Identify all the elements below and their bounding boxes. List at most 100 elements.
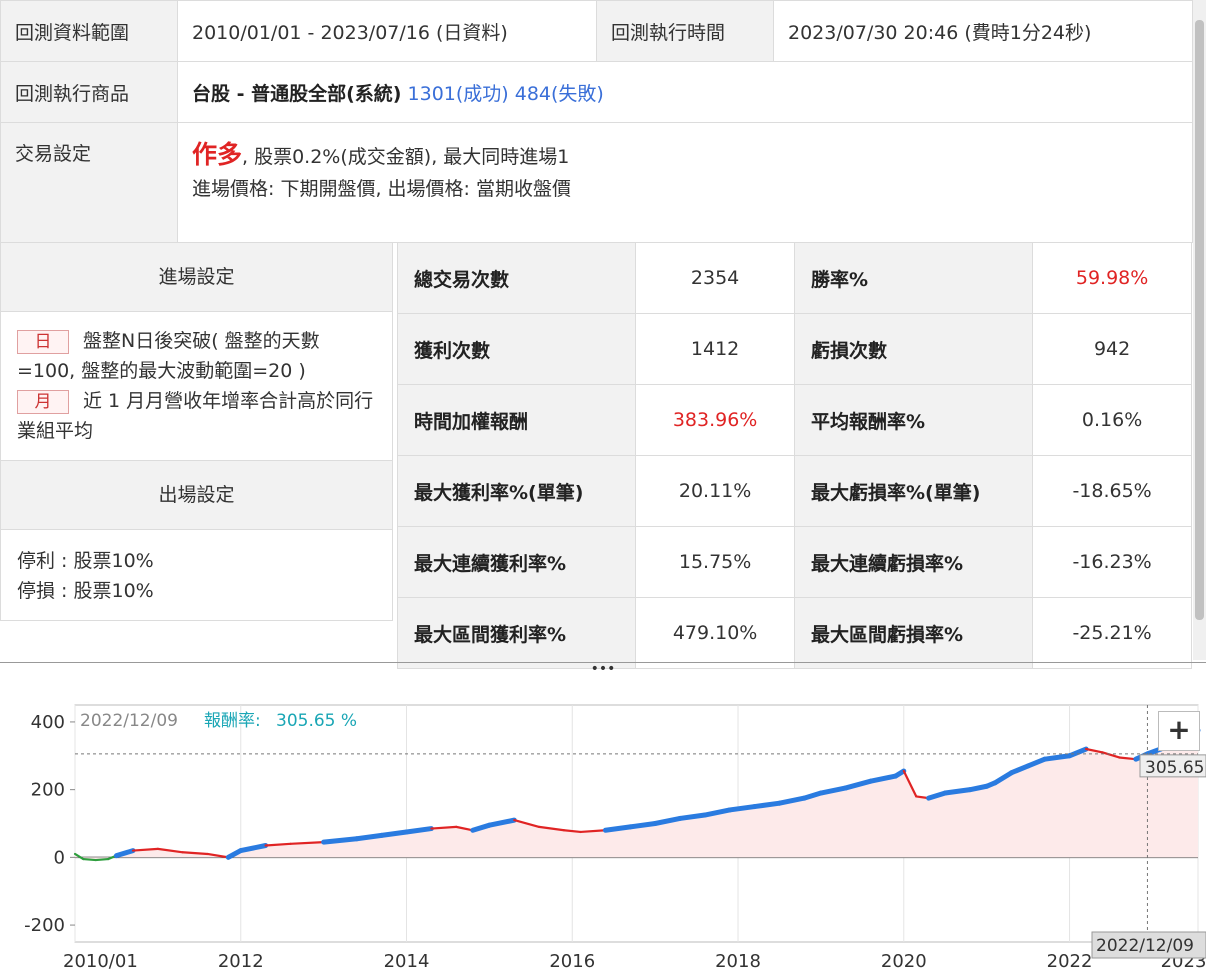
stat-value: 383.96% [635, 384, 795, 456]
stat-label: 總交易次數 [396, 242, 637, 314]
trade-direction: 作多 [192, 140, 243, 169]
exit-settings-body: 停利 : 股票10% 停損 : 股票10% [1, 530, 392, 620]
series-segment [82, 857, 97, 862]
x-tick-label: 2020 [881, 951, 927, 971]
trade-line1: , 股票0.2%(成交金額), 最大同時進場1 [242, 146, 570, 168]
exit-item: 停損 : 股票10% [17, 580, 154, 602]
series-segment [94, 857, 110, 862]
series-segment [486, 817, 517, 828]
stat-value: 1412 [635, 313, 795, 385]
series-segment [206, 852, 230, 859]
series-segment [354, 832, 385, 842]
series-segment [1025, 756, 1048, 769]
stat-value: 59.98% [1032, 242, 1192, 314]
stats-row: 時間加權報酬 383.96% 平均報酬率% 0.16% [396, 384, 1192, 456]
series-segment [470, 822, 492, 833]
series-segment [752, 800, 782, 810]
series-segment [264, 842, 292, 847]
entry-item: 日盤整N日後突破( 盤整的天數=100, 盤整的最大波動範圍=20 ) [17, 326, 376, 386]
stats-row: 獲利次數 1412 虧損次數 942 [396, 313, 1192, 385]
series-segment [868, 773, 898, 784]
entry-item: 月近 1 月月營收年增率合計高於同行業組平均 [17, 386, 376, 446]
trade-value: 作多, 股票0.2%(成交金額), 最大同時進場1 進場價格: 下期開盤價, 出… [177, 122, 1193, 243]
entry-item-text: 盤整N日後突破( 盤整的天數=100, 盤整的最大波動範圍=20 ) [17, 330, 320, 382]
stat-label: 獲利次數 [396, 313, 637, 385]
x-tick-label: 2010/01 [63, 951, 138, 971]
vertical-scrollbar[interactable] [1193, 0, 1206, 660]
product-name: 台股 - 普通股全部(系統) [192, 82, 402, 105]
stats-row: 總交易次數 2354 勝率% 59.98% [396, 242, 1192, 314]
exec-time-value: 2023/07/30 20:46 (費時1分24秒) [773, 0, 1193, 62]
series-segment [892, 768, 907, 779]
series-segment [967, 783, 990, 793]
series-segment [1101, 751, 1121, 759]
series-segment [1118, 756, 1137, 761]
y-tick-label: 0 [54, 847, 65, 868]
x-tick-label: 2016 [549, 951, 595, 971]
entry-settings-body: 日盤整N日後突破( 盤整的天數=100, 盤整的最大波動範圍=20 ) 月近 1… [1, 312, 392, 461]
scrollbar-thumb[interactable] [1195, 20, 1204, 620]
y-tick-label: 200 [31, 780, 65, 801]
series-segment [702, 807, 733, 818]
stat-label: 最大連續獲利率% [396, 526, 637, 598]
return-chart[interactable]: 2010/012012201420162018202020222023/07-2… [0, 680, 1206, 971]
series-segment [404, 826, 434, 835]
stats-table: 總交易次數 2354 勝率% 59.98% 獲利次數 1412 虧損次數 942 時間加權報酬 3… [396, 242, 1192, 669]
stat-label: 最大虧損率%(單筆) [793, 455, 1034, 527]
series-segment [538, 825, 566, 832]
series-segment [818, 785, 849, 796]
tooltip-label: 報酬率: [204, 711, 261, 731]
trade-label: 交易設定 [0, 122, 178, 243]
series-segment [379, 829, 410, 838]
crosshair-value-box [1139, 754, 1206, 778]
series-segment [1009, 763, 1031, 776]
y-tick-label: -200 [24, 915, 65, 936]
series-segment [113, 848, 136, 859]
x-tick-label: 2014 [384, 951, 430, 971]
trade-line2: 進場價格: 下期開盤價, 出場價格: 當期收盤價 [192, 178, 571, 200]
stat-value: -16.23% [1032, 526, 1192, 598]
series-segment [238, 843, 269, 854]
series-segment [73, 852, 85, 861]
series-segment [926, 790, 948, 801]
stats-row: 最大獲利率%(單筆) 20.11% 最大虧損率%(單筆) -18.65% [396, 455, 1192, 527]
series-segment [181, 851, 209, 856]
settings-panel: 進場設定 日盤整N日後突破( 盤整的天數=100, 盤整的最大波動範圍=20 )… [0, 242, 393, 621]
stat-label: 勝率% [793, 242, 1034, 314]
x-tick-label: 2012 [218, 951, 264, 971]
crosshair-value: 305.65 [1145, 758, 1204, 778]
y-tick-label: 400 [31, 712, 65, 733]
zoom-in-button[interactable]: + [1158, 711, 1200, 751]
stat-value: 2354 [635, 242, 795, 314]
series-segment [156, 847, 184, 854]
stat-label: 時間加權報酬 [396, 384, 637, 456]
stat-label: 平均報酬率% [793, 384, 1034, 456]
series-segment [289, 841, 325, 845]
stat-label: 最大區間虧損率% [793, 597, 1034, 669]
series-segment [992, 770, 1015, 786]
series-area [75, 730, 1198, 861]
crosshair-date-box [1091, 931, 1206, 959]
product-value: 台股 - 普通股全部(系統) 1301(成功) 484(失敗) [177, 61, 1193, 123]
series-segment [1085, 747, 1104, 754]
stat-value: 20.11% [635, 455, 795, 527]
stat-label: 最大區間獲利率% [396, 597, 637, 669]
series-segment [627, 821, 658, 830]
stat-value: -25.21% [1032, 597, 1192, 669]
stats-row: 最大連續獲利率% 15.75% 最大連續虧損率% -16.23% [396, 526, 1192, 598]
period-tag: 月 [17, 390, 69, 414]
panel-splitter-handle[interactable]: ••• [0, 662, 1206, 679]
series-segment [579, 829, 607, 834]
stats-row: 最大區間獲利率% 479.10% 最大區間虧損率% -25.21% [396, 597, 1192, 669]
x-tick-label: 2022 [1047, 951, 1093, 971]
series-segment [455, 825, 474, 832]
range-value: 2010/01/01 - 2023/07/16 (日資料) [177, 0, 597, 62]
tooltip-value: 305.65 % [276, 711, 357, 731]
stat-label: 最大連續虧損率% [793, 526, 1034, 598]
exec-time-label: 回測執行時間 [596, 0, 774, 62]
stat-value: 479.10% [635, 597, 795, 669]
series-segment [677, 812, 708, 821]
series-segment [902, 769, 918, 798]
stat-value: 942 [1032, 313, 1192, 385]
product-stats-link[interactable]: 1301(成功) 484(失敗) [407, 82, 604, 105]
